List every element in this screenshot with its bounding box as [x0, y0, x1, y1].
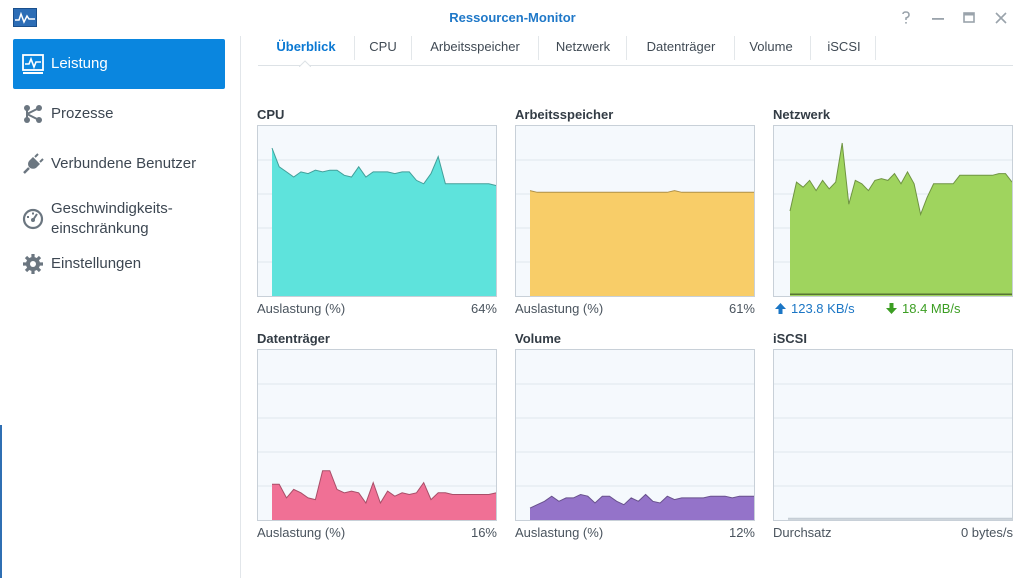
- volume-chart-svg: [516, 383, 754, 520]
- process-icon: [21, 102, 45, 126]
- sidebar-item-label: Verbundene Benutzer: [51, 155, 197, 172]
- sidebar-item-verbundene-benutzer[interactable]: Verbundene Benutzer: [13, 139, 225, 189]
- tab-separator: [875, 36, 876, 60]
- minimize-icon[interactable]: [929, 9, 947, 27]
- chart-area-series-0: [790, 143, 1012, 296]
- memory-chart: [515, 125, 755, 297]
- disk-chart: [257, 349, 497, 521]
- tab-separator: [734, 36, 735, 60]
- iscsi-throughput-label: Durchsatz: [773, 525, 832, 540]
- memory-usage-label: Auslastung (%): [515, 301, 604, 316]
- help-icon[interactable]: [897, 9, 915, 27]
- tab-separator: [354, 36, 355, 60]
- chart-line-series-0: [789, 142, 1012, 217]
- tab-separator: [626, 36, 627, 60]
- download-arrow-icon: [886, 303, 897, 314]
- tab-separator: [538, 36, 539, 60]
- tab-netzwerk[interactable]: Netzwerk: [555, 39, 611, 54]
- network-chart: [773, 125, 1013, 297]
- memory-chart-svg: [516, 159, 754, 296]
- cpu-chart-svg: [258, 147, 496, 296]
- window-edge: [0, 425, 2, 578]
- memory-panel-title: Arbeitsspeicher: [515, 107, 614, 122]
- upload-arrow-icon: [775, 303, 786, 314]
- disk-usage-label: Auslastung (%): [257, 525, 346, 540]
- disk-usage-value: 16%: [470, 525, 497, 540]
- title-bar: Ressourcen-Monitor: [0, 0, 1025, 36]
- network-download-value: 18.4 MB/s: [902, 301, 961, 316]
- iscsi-panel-title: iSCSI: [773, 331, 807, 346]
- cpu-usage-label: Auslastung (%): [257, 301, 346, 316]
- performance-icon: [21, 52, 45, 76]
- volume-panel-title: Volume: [515, 331, 561, 346]
- volume-usage-label: Auslastung (%): [515, 525, 604, 540]
- chart-area-series-0: [272, 148, 496, 296]
- sidebar-item-label: Einstellungen: [51, 255, 142, 272]
- tab-separator: [411, 36, 412, 60]
- resource-monitor-app-icon: [13, 8, 37, 27]
- speedometer-icon: [21, 207, 45, 231]
- tab-separator: [810, 36, 811, 60]
- active-tab-pointer: [299, 60, 311, 67]
- maximize-icon[interactable]: [960, 9, 978, 27]
- sidebar-item-label-line2: einschränkung: [51, 220, 149, 237]
- network-download: 18.4 MB/s: [886, 301, 961, 316]
- chart-area-series-0: [272, 470, 496, 520]
- sidebar-item-geschwindigkeitseinschraenkung[interactable]: Geschwindigkeits- einschränkung: [13, 189, 225, 249]
- sidebar-item-label: Prozesse: [51, 105, 114, 122]
- disk-chart-svg: [258, 383, 496, 520]
- tab-iscsi[interactable]: iSCSI: [827, 39, 861, 54]
- sidebar-item-leistung[interactable]: Leistung: [13, 39, 225, 89]
- cpu-panel-title: CPU: [257, 107, 285, 122]
- sidebar-item-label-line1: Geschwindigkeits-: [51, 200, 173, 217]
- network-upload: 123.8 KB/s: [775, 301, 855, 316]
- chart-line-series-0: [529, 190, 754, 193]
- sidebar-item-label: Leistung: [51, 55, 108, 72]
- plug-icon: [21, 152, 45, 176]
- iscsi-chart-svg: [774, 383, 1012, 520]
- close-icon[interactable]: [992, 9, 1010, 27]
- tab-datentraeger[interactable]: Datenträger: [646, 39, 716, 54]
- volume-usage-value: 12%: [728, 525, 755, 540]
- network-panel-title: Netzwerk: [773, 107, 831, 122]
- network-chart-svg: [774, 142, 1012, 296]
- window-title: Ressourcen-Monitor: [449, 10, 576, 25]
- tab-cpu[interactable]: CPU: [369, 39, 397, 54]
- sidebar-item-prozesse[interactable]: Prozesse: [13, 89, 225, 139]
- chart-line-series-0: [271, 147, 496, 186]
- iscsi-throughput-value: 0 bytes/s: [960, 525, 1013, 540]
- volume-chart: [515, 349, 755, 521]
- chart-area-series-0: [530, 190, 754, 296]
- sidebar: Leistung Prozesse Verbundene Benutzer Ge…: [0, 36, 241, 578]
- cpu-chart: [257, 125, 497, 297]
- memory-usage-value: 61%: [728, 301, 755, 316]
- chart-line-series-0: [529, 493, 754, 509]
- gear-icon: [21, 252, 45, 276]
- iscsi-chart: [773, 349, 1013, 521]
- disk-panel-title: Datenträger: [257, 331, 330, 346]
- tab-arbeitsspeicher[interactable]: Arbeitsspeicher: [430, 39, 520, 54]
- chart-area-series-0: [530, 494, 754, 520]
- sidebar-item-label-multiline: Geschwindigkeits- einschränkung: [51, 199, 173, 239]
- tab-volume[interactable]: Volume: [749, 39, 793, 54]
- network-upload-value: 123.8 KB/s: [791, 301, 855, 316]
- tab-bar: Überblick CPU Arbeitsspeicher Netzwerk D…: [258, 36, 1013, 66]
- sidebar-item-einstellungen[interactable]: Einstellungen: [13, 239, 225, 289]
- chart-line-series-0: [272, 470, 496, 505]
- cpu-usage-value: 64%: [470, 301, 497, 316]
- tab-ueberblick[interactable]: Überblick: [276, 39, 336, 54]
